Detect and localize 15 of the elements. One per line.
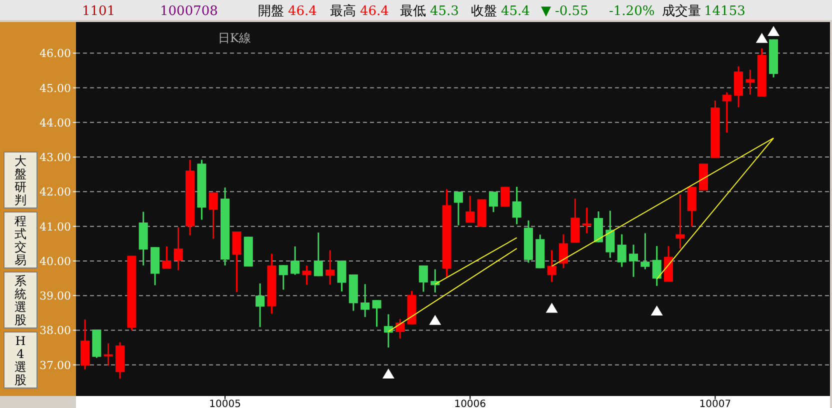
y-tick-label: 43.00: [40, 151, 71, 164]
y-tick-label: 41.00: [40, 220, 71, 234]
y-tick-label: 37.00: [40, 358, 71, 372]
x-tick-label: 10005: [209, 399, 241, 408]
y-tick-label: 42.00: [40, 186, 71, 199]
y-tick-label: 46.00: [40, 47, 71, 60]
y-tick-label: 39.00: [40, 290, 71, 303]
text: 日K線: [218, 31, 251, 45]
y-tick-label: 40.00: [40, 254, 71, 268]
header: 1101 1000708 開盤 46.4 最高 46.4 最低 45.3 收盤 45.4 ▼ -0.55 -1.20% 成交量 14153: [82, 4, 746, 19]
y-tick-label: 45.00: [40, 82, 71, 95]
y-tick-label: 38.00: [40, 324, 71, 338]
y-tick-label: 44.00: [40, 116, 71, 130]
x-tick-label: 10006: [454, 399, 486, 408]
x-tick-label: 10007: [699, 399, 732, 408]
